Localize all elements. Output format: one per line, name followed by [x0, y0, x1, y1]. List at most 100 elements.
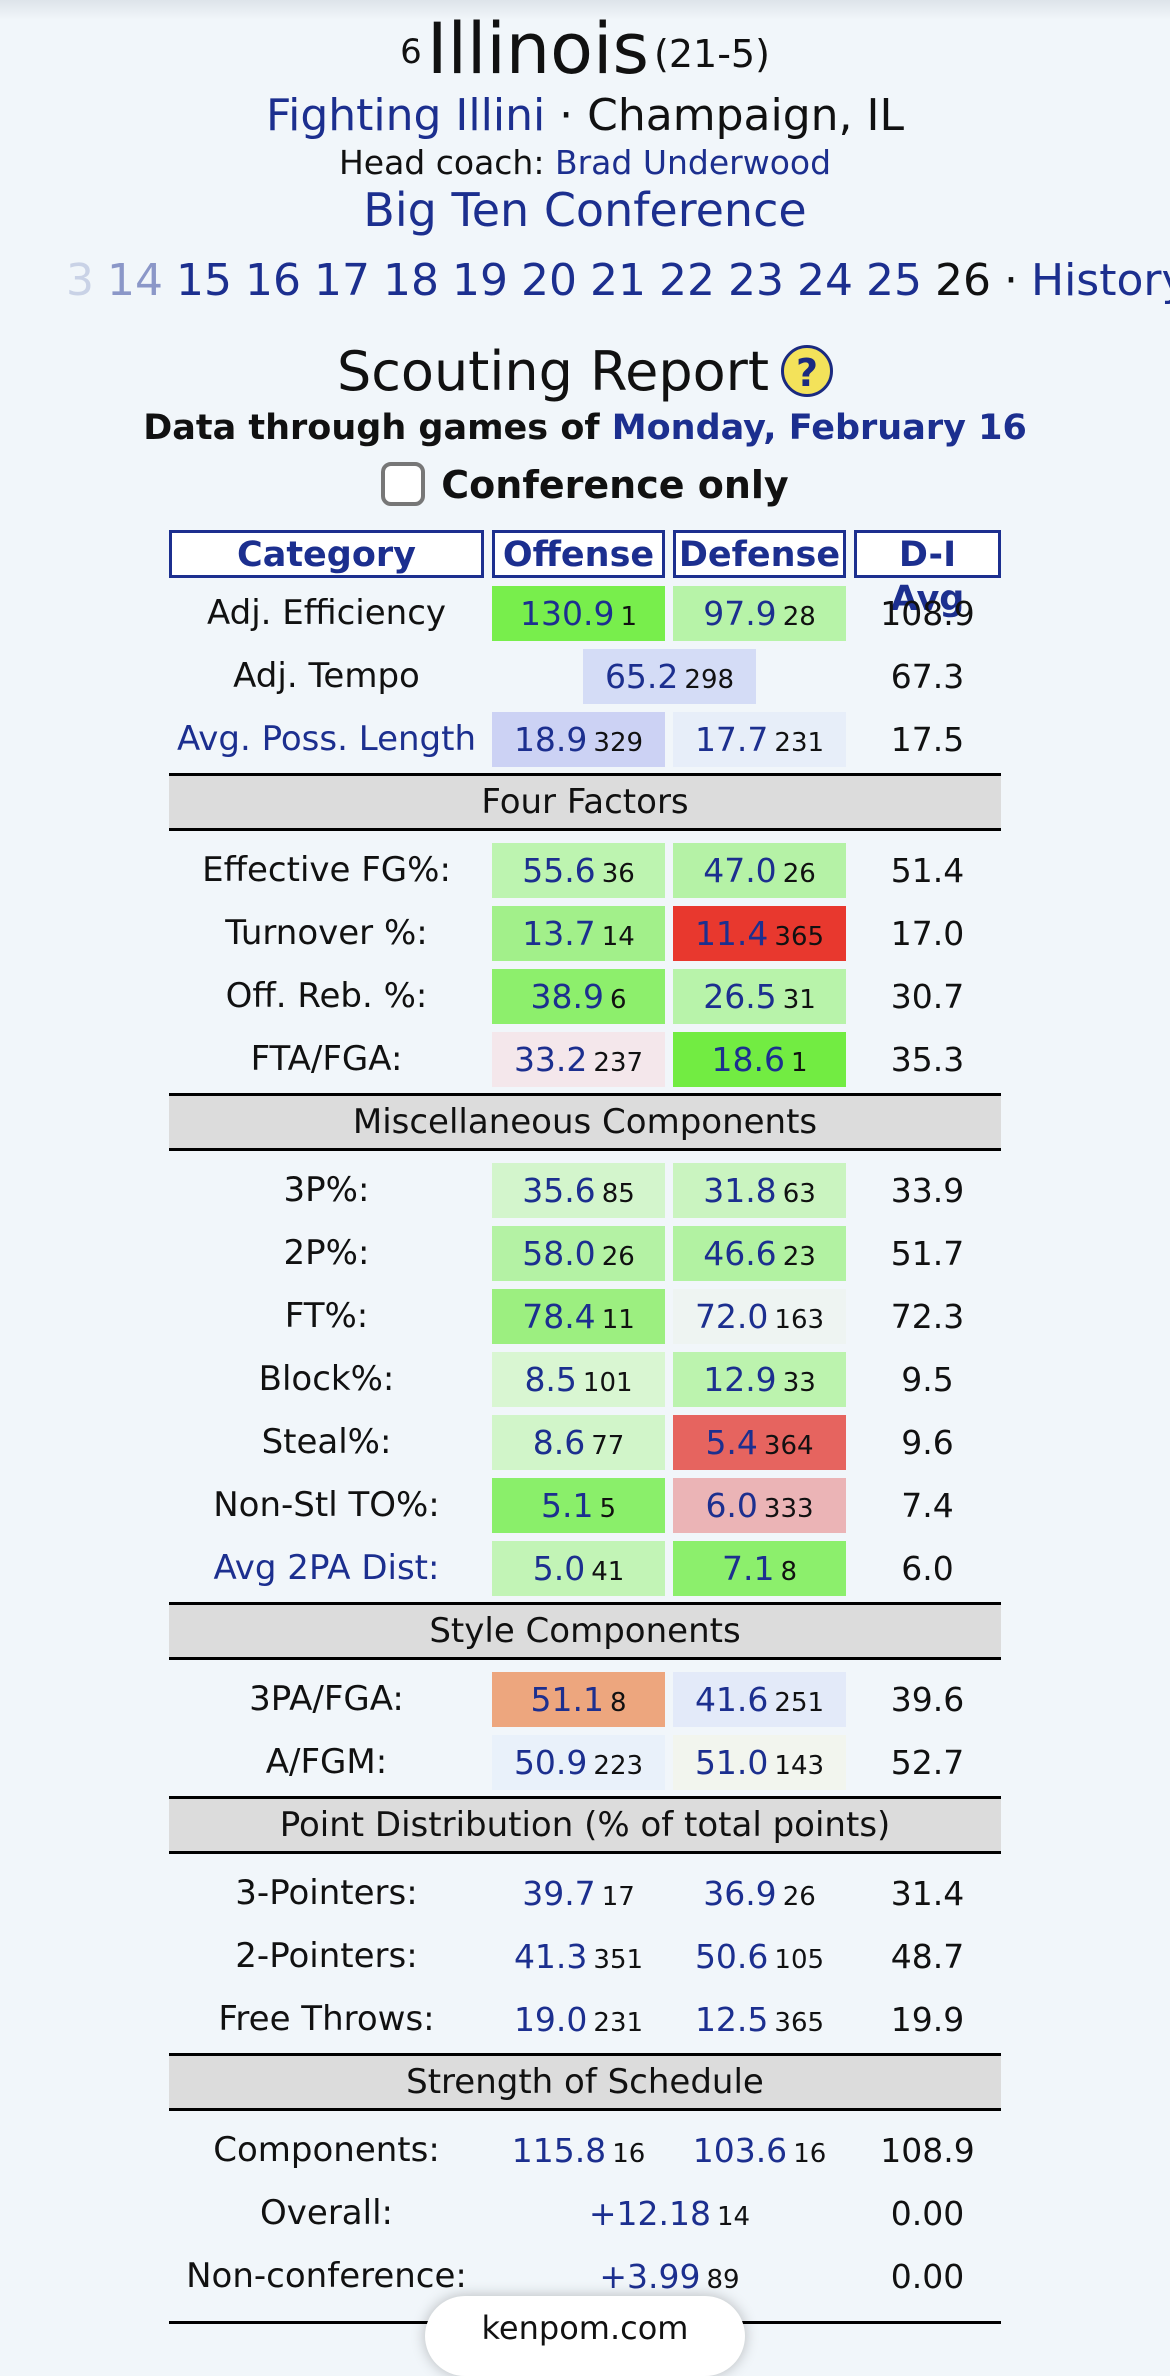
location-separator: · [545, 90, 588, 141]
stat-value[interactable]: 18.6 [711, 1040, 785, 1079]
stat-value[interactable]: 50.6 [694, 1937, 769, 1976]
stat-value[interactable]: 38.9 [530, 977, 604, 1016]
header-avg[interactable]: D-I Avg [854, 530, 1001, 619]
season-link[interactable]: 3 [66, 255, 94, 306]
table-body: Adj. Efficiency 130.9 1 97.9 28 108.9 Adj. Tem… [169, 582, 1001, 2308]
stat-value[interactable]: 51.1 [530, 1680, 604, 1719]
season-link[interactable]: 14 [107, 255, 163, 306]
history-link[interactable]: History [1031, 255, 1170, 306]
stat-value[interactable]: 103.6 [692, 2131, 788, 2170]
coach-link[interactable]: Brad Underwood [554, 143, 832, 182]
stat-value[interactable]: 7.1 [721, 1549, 775, 1588]
stat-value[interactable]: 8.5 [524, 1360, 577, 1399]
stat-value[interactable]: 130.9 [519, 594, 615, 633]
table-row: 3PA/FGA: 51.1 8 41.6 251 39.6 [169, 1668, 1001, 1731]
conference-only-checkbox[interactable] [381, 462, 426, 506]
offense-value: 5.0 41 [492, 1541, 665, 1596]
season-link[interactable]: 23 [728, 255, 784, 306]
combined-value: 65.2 298 [583, 649, 756, 704]
season-link[interactable]: 24 [797, 255, 853, 306]
stat-value[interactable]: 26.5 [703, 977, 777, 1016]
table-row: Avg 2PA Dist: 5.0 41 7.1 8 6.0 [169, 1537, 1001, 1600]
season-link[interactable]: 22 [659, 255, 715, 306]
team-nickname-link[interactable]: Fighting Illini [265, 90, 546, 141]
stat-value[interactable]: 41.3 [513, 1937, 588, 1976]
defense-value: 5.4 364 [673, 1415, 846, 1470]
stat-value[interactable]: 72.0 [694, 1297, 769, 1336]
stat-rank: 26 [782, 859, 816, 889]
row-label: Adj. Tempo [233, 656, 420, 696]
stat-value[interactable]: 5.4 [705, 1423, 758, 1462]
stat-value[interactable]: 46.6 [703, 1234, 777, 1273]
stat-value[interactable]: 78.4 [522, 1297, 596, 1336]
stat-value[interactable]: 17.7 [694, 720, 769, 759]
stat-value[interactable]: 50.9 [513, 1743, 588, 1782]
season-link[interactable]: 19 [452, 255, 508, 306]
stat-value[interactable]: 5.1 [540, 1486, 594, 1525]
season-link[interactable]: 16 [245, 255, 301, 306]
stat-value[interactable]: 115.8 [511, 2131, 607, 2170]
row-label[interactable]: Avg 2PA Dist: [213, 1548, 440, 1588]
stat-value[interactable]: 97.9 [703, 594, 777, 633]
stat-value[interactable]: 36.9 [703, 1874, 777, 1913]
header-offense[interactable]: Offense [492, 530, 665, 578]
stat-value[interactable]: 12.5 [694, 2000, 769, 2039]
stat-value[interactable]: 47.0 [703, 851, 777, 890]
section-header: Point Distribution (% of total points) [169, 1796, 1001, 1854]
stat-value[interactable]: 12.9 [703, 1360, 777, 1399]
season-link[interactable]: 25 [866, 255, 922, 306]
stat-rank: 85 [601, 1179, 635, 1209]
data-through-date-link[interactable]: Monday, February 16 [611, 408, 1027, 448]
season-link[interactable]: 18 [383, 255, 439, 306]
stat-value[interactable]: 8.6 [532, 1423, 586, 1462]
stat-value[interactable]: 19.0 [513, 2000, 588, 2039]
stat-value[interactable]: 18.9 [513, 720, 588, 759]
stat-value[interactable]: 65.2 [604, 657, 679, 696]
conference-only-label: Conference only [441, 463, 789, 507]
d1-average: 9.5 [901, 1360, 954, 1399]
season-link[interactable]: 17 [314, 255, 370, 306]
stat-value[interactable]: 11.4 [694, 914, 769, 953]
stat-value[interactable]: 39.7 [522, 1874, 596, 1913]
site-footer[interactable]: kenpom.com [425, 2296, 745, 2376]
offense-value: 18.9 329 [492, 712, 665, 767]
stat-value[interactable]: +12.18 [588, 2194, 712, 2233]
defense-value: 51.0 143 [673, 1735, 846, 1790]
defense-value: 36.9 26 [673, 1866, 846, 1921]
help-icon[interactable]: ? [781, 345, 834, 397]
stat-value[interactable]: 33.2 [513, 1040, 588, 1079]
stat-value[interactable]: 41.6 [694, 1680, 769, 1719]
stat-value[interactable]: 58.0 [522, 1234, 596, 1273]
table-row: 3P%: 35.6 85 31.8 63 33.9 [169, 1159, 1001, 1222]
season-link[interactable]: 15 [176, 255, 232, 306]
row-label: 3-Pointers: [235, 1873, 418, 1913]
defense-value: 46.6 23 [673, 1226, 846, 1281]
season-link[interactable]: 20 [521, 255, 577, 306]
stat-value[interactable]: 13.7 [522, 914, 596, 953]
row-label: Off. Reb. %: [225, 976, 428, 1016]
stat-rank: 33 [782, 1368, 816, 1398]
conference-only-toggle[interactable]: Conference only [0, 462, 1170, 507]
stat-value[interactable]: 51.0 [694, 1743, 769, 1782]
d1-average: 17.5 [890, 720, 965, 759]
offense-value: 33.2 237 [492, 1032, 665, 1087]
row-label[interactable]: Avg. Poss. Length [177, 719, 476, 759]
conference-link[interactable]: Big Ten Conference [363, 183, 807, 237]
stat-value[interactable]: 31.8 [703, 1171, 777, 1210]
offense-value: 58.0 26 [492, 1226, 665, 1281]
row-label: Non-Stl TO%: [213, 1485, 440, 1525]
combined-value: +3.99 89 [583, 2249, 756, 2304]
defense-value: 6.0 333 [673, 1478, 846, 1533]
stat-value[interactable]: 6.0 [705, 1486, 758, 1525]
stat-value[interactable]: 55.6 [522, 851, 596, 890]
d1-average: 51.4 [890, 851, 965, 890]
stat-value[interactable]: 35.6 [522, 1171, 596, 1210]
page-title: Scouting Report [336, 340, 770, 403]
stat-value[interactable]: 5.0 [532, 1549, 586, 1588]
stat-rank: 8 [780, 1557, 798, 1587]
stat-rank: 26 [601, 1242, 635, 1272]
header-category[interactable]: Category [169, 530, 484, 578]
season-link[interactable]: 21 [590, 255, 646, 306]
stat-value[interactable]: +3.99 [599, 2257, 701, 2296]
header-defense[interactable]: Defense [673, 530, 846, 578]
